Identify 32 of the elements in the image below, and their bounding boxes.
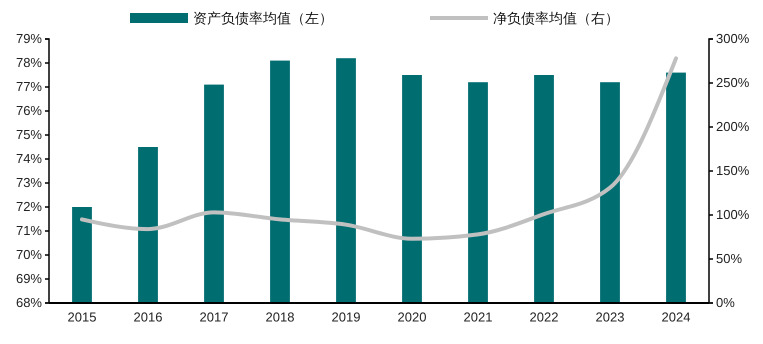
y-tick-label: 71% <box>16 223 42 238</box>
x-tick-label: 2024 <box>662 310 690 325</box>
y2-tick-label: 300% <box>716 31 750 46</box>
y2-tick-label: 100% <box>716 207 750 222</box>
y-tick-label: 68% <box>16 295 42 310</box>
x-tick-label: 2023 <box>596 310 624 325</box>
y2-tick-label: 200% <box>716 119 750 134</box>
x-tick-label: 2021 <box>464 310 492 325</box>
x-tick-label: 2015 <box>68 310 96 325</box>
legend-label: 净负债率均值（右） <box>493 10 619 26</box>
line-series <box>80 56 678 241</box>
y2-tick-label: 150% <box>716 163 750 178</box>
y-tick-label: 69% <box>16 271 42 286</box>
y-tick-label: 73% <box>16 175 42 190</box>
y-tick-label: 74% <box>16 151 42 166</box>
y-tick-label: 77% <box>16 79 42 94</box>
y-tick-label: 76% <box>16 103 42 118</box>
y-tick-label: 75% <box>16 127 42 142</box>
y2-tick-label: 50% <box>716 251 742 266</box>
x-tick-label: 2016 <box>134 310 162 325</box>
y-tick-label: 78% <box>16 55 42 70</box>
x-tick-label: 2018 <box>266 310 294 325</box>
y-tick-label: 70% <box>16 247 42 262</box>
x-tick-label: 2019 <box>332 310 360 325</box>
x-tick-label: 2017 <box>200 310 228 325</box>
y2-tick-label: 0% <box>716 295 736 310</box>
legend-label: 资产负债率均值（左） <box>193 10 333 26</box>
x-tick-label: 2022 <box>530 310 558 325</box>
y2-tick-label: 250% <box>716 75 750 90</box>
x-tick-label: 2020 <box>398 310 426 325</box>
y-tick-label: 72% <box>16 199 42 214</box>
y-tick-label: 79% <box>16 31 42 46</box>
